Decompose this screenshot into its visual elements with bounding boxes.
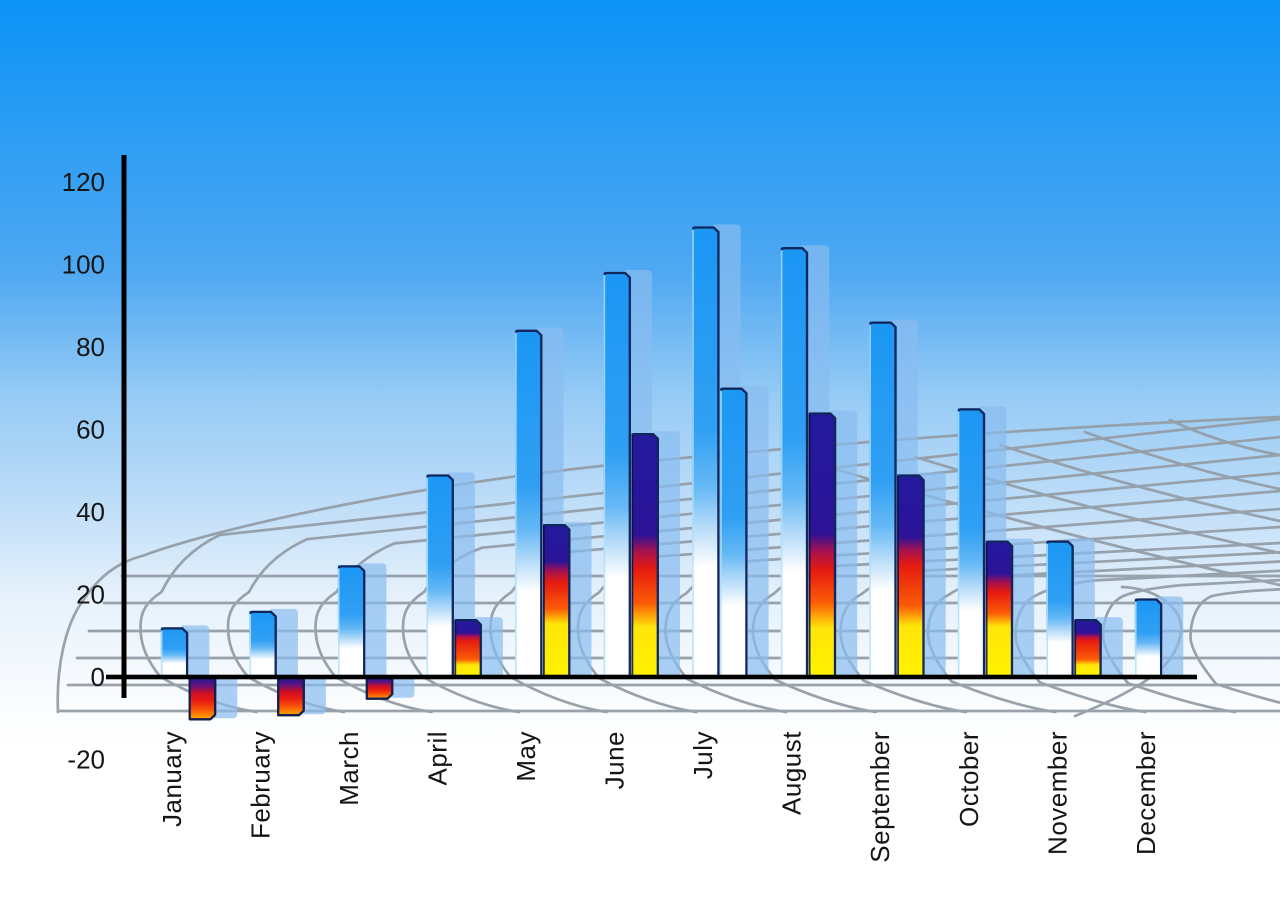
svg-text:60: 60 [76,415,105,445]
svg-text:40: 40 [76,497,105,527]
svg-text:April: April [422,731,452,786]
svg-text:March: March [334,731,364,806]
svg-text:August: August [777,731,807,815]
svg-text:July: July [688,731,718,779]
svg-text:-20: -20 [67,745,105,775]
svg-text:May: May [511,731,541,782]
svg-text:February: February [245,731,275,839]
svg-text:120: 120 [62,167,105,197]
svg-text:80: 80 [76,332,105,362]
svg-text:0: 0 [91,662,105,692]
svg-text:September: September [865,731,895,863]
svg-text:January: January [157,731,187,827]
svg-text:October: October [954,731,984,827]
svg-text:December: December [1131,731,1161,855]
svg-text:June: June [600,731,630,789]
svg-text:100: 100 [62,250,105,280]
svg-text:20: 20 [76,580,105,610]
svg-text:November: November [1042,731,1072,855]
